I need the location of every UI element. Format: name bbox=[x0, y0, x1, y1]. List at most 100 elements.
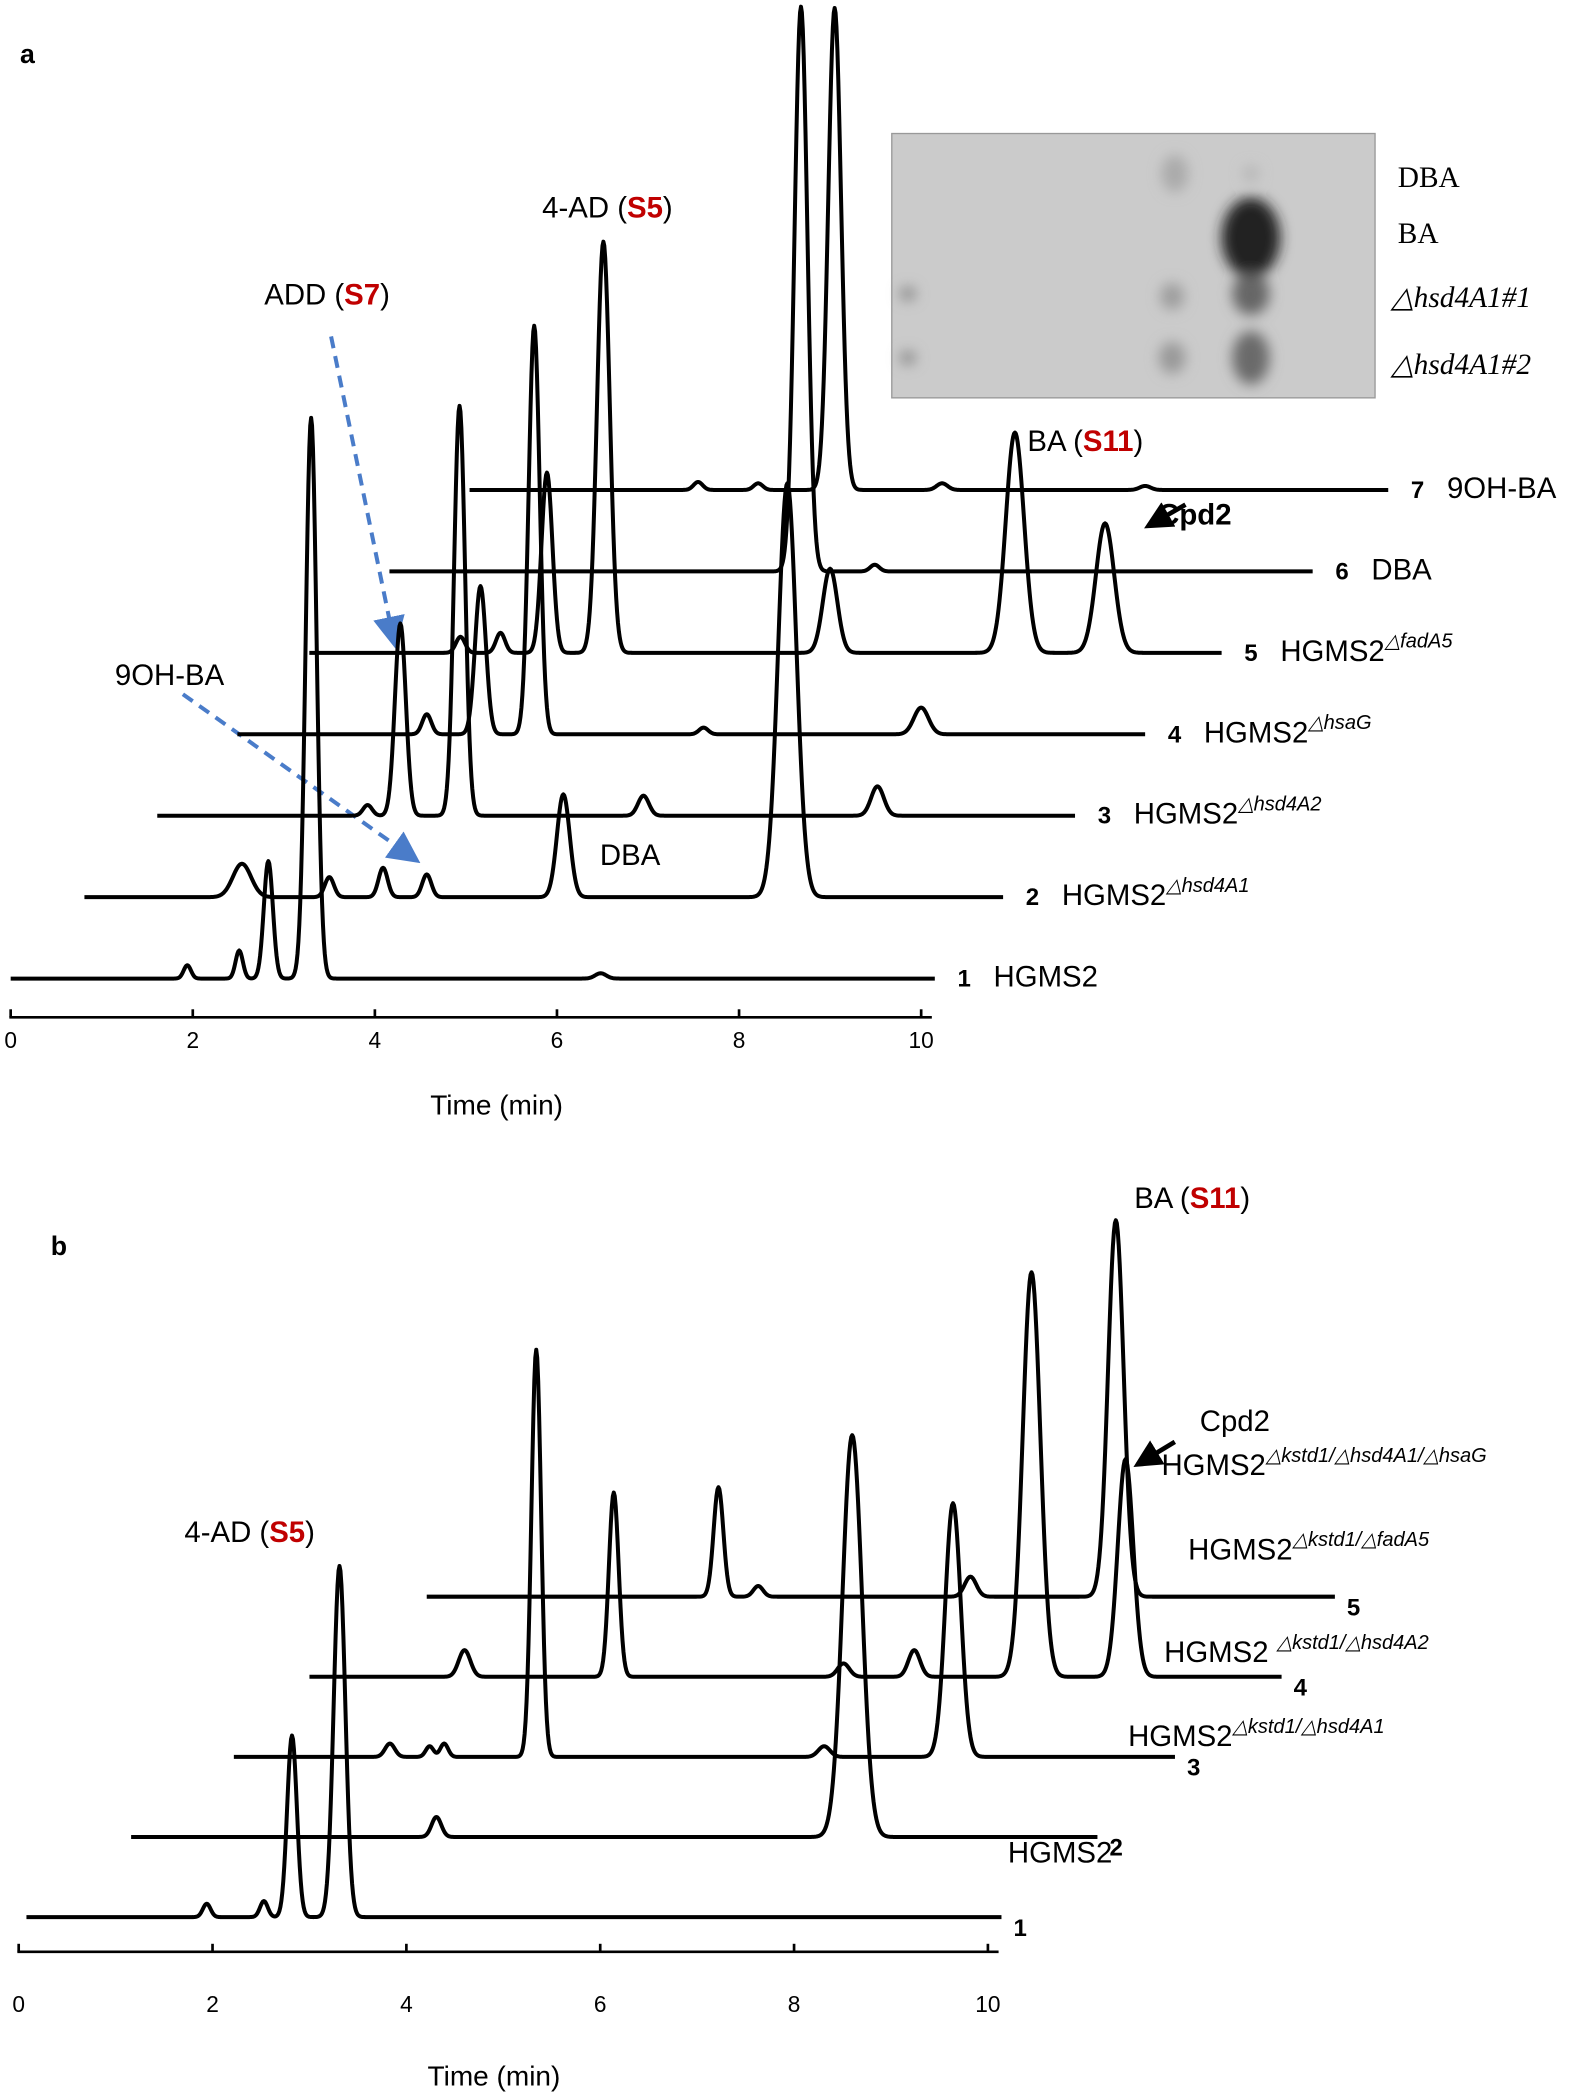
annotation: 9OH-BA bbox=[115, 659, 225, 692]
x-tick-label: 6 bbox=[551, 1027, 564, 1053]
trace-name: HGMS2 bbox=[1062, 879, 1166, 912]
annotation-text: 4-AD ( bbox=[184, 1516, 269, 1549]
x-tick-label: 0 bbox=[12, 1991, 25, 2017]
trace bbox=[156, 403, 1077, 818]
trace-name: HGMS2 bbox=[1188, 1533, 1292, 1566]
x-tick-label: 0 bbox=[4, 1027, 17, 1053]
annotation: DBA bbox=[600, 839, 661, 872]
trace-number: 2 bbox=[1109, 1835, 1122, 1862]
trace-label: HGMS2△hsaG bbox=[1204, 712, 1372, 749]
trace-label: HGMS2△kstd1/△hsd4A1/△hsaG bbox=[1161, 1445, 1486, 1482]
trace-superscript: △kstd1/△hsd4A2 bbox=[1276, 1632, 1429, 1654]
trace-label: HGMS2△fadA5 bbox=[1280, 630, 1453, 667]
inset-label: BA bbox=[1398, 218, 1439, 250]
annotation-highlight: S5 bbox=[627, 192, 663, 225]
trace-number: 1 bbox=[958, 966, 971, 993]
trace-number: 6 bbox=[1335, 558, 1348, 585]
trace-name: HGMS2 bbox=[1204, 716, 1308, 749]
tlc-inset bbox=[891, 132, 1376, 399]
trace-name: HGMS2 bbox=[1134, 798, 1238, 831]
annotation: 4-AD (S5) bbox=[542, 192, 673, 225]
trace-name: HGMS2 bbox=[994, 961, 1098, 994]
x-tick-label: 2 bbox=[206, 1991, 219, 2017]
tlc-spots bbox=[899, 154, 1281, 385]
trace-name: DBA bbox=[1371, 553, 1432, 586]
trace-label: DBA bbox=[1371, 553, 1432, 586]
trace-label: HGMS2△hsd4A2 bbox=[1134, 793, 1322, 830]
annotation: Cpd2 bbox=[1200, 1405, 1270, 1438]
trace bbox=[9, 415, 936, 981]
trace-label: HGMS2△hsd4A1 bbox=[1062, 875, 1250, 912]
trace-label: HGMS2 △kstd1/△hsd4A2 bbox=[1164, 1632, 1429, 1669]
trace bbox=[425, 1218, 1336, 1599]
trace bbox=[130, 1433, 1099, 1839]
trace-label: HGMS2△kstd1/△fadA5 bbox=[1188, 1529, 1430, 1566]
trace-superscript: △kstd1/△fadA5 bbox=[1292, 1529, 1430, 1551]
inset-label: △hsd4A1#1 bbox=[1390, 282, 1531, 314]
annotation: Cpd2 bbox=[1158, 499, 1231, 532]
panel-label: b bbox=[51, 1231, 67, 1261]
trace-name: HGMS2 bbox=[1008, 1836, 1112, 1869]
x-axis-title: Time (min) bbox=[430, 1090, 563, 1121]
annotation: ADD (S7) bbox=[264, 278, 390, 311]
trace-number: 4 bbox=[1168, 721, 1182, 748]
x-tick-label: 10 bbox=[975, 1991, 1000, 2017]
arrow bbox=[1144, 502, 1187, 529]
trace-superscript: △fadA5 bbox=[1384, 630, 1454, 652]
arrow bbox=[181, 692, 421, 864]
trace bbox=[236, 323, 1147, 737]
trace-number: 7 bbox=[1411, 477, 1424, 504]
annotation-text: DBA bbox=[600, 839, 661, 872]
x-tick-label: 6 bbox=[594, 1991, 607, 2017]
trace-number: 4 bbox=[1294, 1674, 1308, 1701]
x-tick-label: 4 bbox=[400, 1991, 413, 2017]
annotation-text: 4-AD ( bbox=[542, 192, 627, 225]
annotation-highlight: S11 bbox=[1083, 425, 1134, 458]
trace-name: HGMS2 bbox=[1280, 635, 1384, 668]
x-tick-label: 8 bbox=[733, 1027, 746, 1053]
annotation-highlight: S11 bbox=[1190, 1182, 1241, 1215]
trace bbox=[308, 1270, 1283, 1679]
trace-superscript: △hsd4A2 bbox=[1237, 793, 1321, 815]
trace-superscript: △kstd1/△hsd4A1 bbox=[1232, 1716, 1385, 1738]
arrow bbox=[329, 336, 405, 649]
annotation-text: ) bbox=[1134, 425, 1144, 458]
annotation-text: Cpd2 bbox=[1200, 1405, 1270, 1438]
annotation-text: 9OH-BA bbox=[115, 659, 225, 692]
trace bbox=[388, 4, 1314, 574]
trace-label: HGMS2 bbox=[1008, 1836, 1112, 1869]
arrow bbox=[1133, 1439, 1177, 1467]
annotation-highlight: S7 bbox=[344, 278, 380, 311]
trace-superscript: △hsaG bbox=[1307, 712, 1371, 734]
annotation-text: ) bbox=[380, 278, 390, 311]
panel-label: a bbox=[20, 39, 36, 69]
inset-label: DBA bbox=[1398, 162, 1460, 194]
trace-name: HGMS2 bbox=[1161, 1449, 1265, 1482]
trace-superscript: △hsd4A1 bbox=[1165, 875, 1249, 897]
trace bbox=[308, 239, 1223, 655]
annotation: BA (S11) bbox=[1134, 1182, 1250, 1215]
trace-name: HGMS2 bbox=[1164, 1636, 1277, 1669]
annotation-text: ) bbox=[305, 1516, 315, 1549]
annotation-text: ) bbox=[1240, 1182, 1250, 1215]
annotation: 4-AD (S5) bbox=[184, 1516, 315, 1549]
trace-label: 9OH-BA bbox=[1447, 472, 1557, 505]
trace-superscript: △kstd1/△hsd4A1/△hsaG bbox=[1265, 1445, 1487, 1467]
trace-number: 2 bbox=[1026, 884, 1039, 911]
trace bbox=[83, 481, 1005, 900]
annotation: BA (S11) bbox=[1027, 425, 1143, 458]
trace-name: HGMS2 bbox=[1128, 1720, 1232, 1753]
annotation-highlight: S5 bbox=[269, 1516, 305, 1549]
trace-name: 9OH-BA bbox=[1447, 472, 1557, 505]
trace bbox=[232, 1347, 1176, 1759]
annotation-text: ADD ( bbox=[264, 278, 344, 311]
annotation-text: ) bbox=[663, 192, 673, 225]
annotation-text: Cpd2 bbox=[1158, 499, 1231, 532]
x-axis-title: Time (min) bbox=[428, 2060, 561, 2091]
trace bbox=[25, 1563, 1003, 1920]
x-tick-label: 4 bbox=[369, 1027, 382, 1053]
inset-label: △hsd4A1#2 bbox=[1390, 349, 1531, 381]
trace bbox=[468, 6, 1390, 492]
